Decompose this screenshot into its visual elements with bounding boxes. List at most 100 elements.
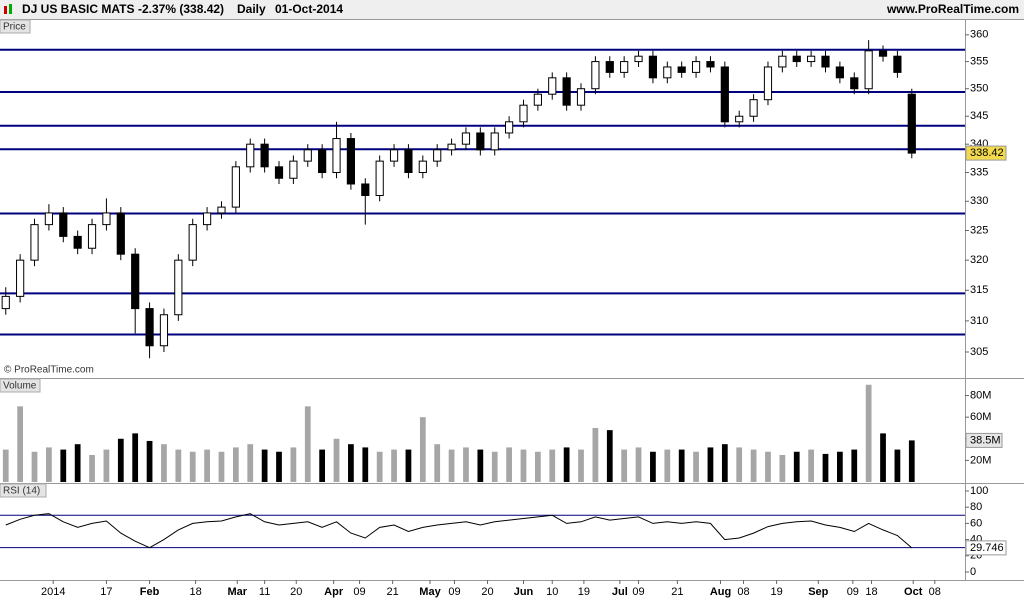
- volume-bar: [736, 447, 743, 482]
- volume-bar: [2, 449, 9, 482]
- candle-body: [131, 253, 140, 310]
- candle-body: [519, 104, 528, 123]
- candle-body: [691, 61, 701, 73]
- volume-bar: [808, 449, 814, 482]
- candle-body: [807, 55, 816, 63]
- date: 01-Oct-2014: [275, 2, 343, 16]
- last-value: 29.746: [970, 542, 1004, 554]
- candle-body: [878, 50, 888, 57]
- candle-body: [663, 66, 672, 79]
- candle-body: [763, 66, 773, 101]
- volume-bar: [606, 430, 613, 482]
- candle-body: [447, 143, 456, 151]
- candle-body: [102, 212, 111, 226]
- volume-bar: [46, 447, 52, 482]
- y-tick-label: 315: [970, 284, 988, 296]
- candle-body: [749, 99, 758, 117]
- volume-bar: [621, 449, 628, 482]
- candle-body: [389, 149, 399, 162]
- candle-body: [318, 149, 327, 174]
- x-tick-label: Mar: [228, 586, 248, 598]
- volume-bar: [103, 449, 110, 482]
- volume-bar: [362, 447, 369, 482]
- candle-body: [476, 132, 485, 151]
- candle-body: [375, 160, 384, 197]
- y-tick-label: 350: [970, 83, 988, 95]
- volume-bar: [578, 449, 584, 482]
- panel-label: Volume: [3, 381, 37, 392]
- candle-body: [202, 212, 212, 226]
- volume-bar: [189, 451, 196, 482]
- candle-body: [620, 61, 629, 73]
- volume-bar: [74, 444, 81, 482]
- y-tick-label: 355: [970, 55, 988, 67]
- y-tick-label: 100: [970, 485, 988, 497]
- candle-body: [821, 55, 830, 68]
- x-tick-label: 20: [290, 586, 302, 598]
- candle-body: [260, 143, 269, 168]
- volume-bar: [491, 451, 498, 482]
- candle-body: [346, 138, 356, 185]
- volume-bar: [304, 406, 311, 482]
- x-tick-label: Aug: [710, 586, 731, 598]
- candle-body: [648, 55, 658, 79]
- volume-bar: [721, 444, 728, 482]
- candle-body: [59, 212, 68, 237]
- icon: [4, 6, 7, 14]
- last-value-box: [965, 540, 1007, 556]
- candle-body: [116, 212, 125, 255]
- volume-bar: [865, 384, 872, 482]
- last-value-box: [965, 432, 1003, 448]
- panel-label: RSI (14): [3, 486, 40, 497]
- volume-bar: [146, 440, 153, 482]
- volume-bar: [822, 453, 829, 482]
- candle-body: [533, 93, 542, 106]
- candle-body: [30, 224, 39, 261]
- volume-bar: [693, 451, 699, 482]
- panel-label: Price: [3, 22, 26, 33]
- volume-bar: [89, 454, 95, 482]
- candle-body: [562, 77, 571, 106]
- candle-body: [418, 160, 427, 174]
- x-tick-label: 09: [448, 586, 460, 598]
- volume-bar: [17, 406, 24, 482]
- volume-bar: [31, 451, 38, 482]
- x-tick-label: 09: [847, 586, 859, 598]
- y-tick-label: 80: [970, 501, 982, 513]
- candle-body: [246, 143, 255, 168]
- volume-bar: [319, 449, 326, 482]
- x-tick-label: 08: [737, 586, 749, 598]
- volume-bar: [894, 449, 901, 482]
- y-tick-label: 20M: [970, 454, 991, 466]
- candle-body: [433, 149, 442, 162]
- volume-bar: [477, 449, 484, 482]
- x-tick-label: Jul: [612, 586, 628, 598]
- header-bar: [0, 0, 1024, 19]
- last-value-box: [965, 145, 1007, 161]
- volume-bar: [851, 449, 858, 482]
- volume-bar: [779, 454, 786, 482]
- x-tick-label: 09: [353, 586, 365, 598]
- volume-bar: [348, 444, 354, 482]
- volume-bar: [132, 433, 139, 482]
- x-tick-label: Apr: [324, 586, 344, 598]
- volume-bar: [707, 447, 714, 482]
- volume-bar: [276, 451, 282, 482]
- candle-body: [835, 66, 844, 79]
- y-tick-label: 60: [970, 517, 982, 529]
- candle-body: [792, 55, 801, 63]
- candle-body: [490, 132, 499, 151]
- x-tick-label: 19: [578, 586, 590, 598]
- candle-body: [591, 61, 600, 90]
- candle-body: [864, 50, 873, 90]
- volume-bar: [391, 449, 397, 482]
- rsi-line: [5, 513, 913, 549]
- volume-bar: [549, 449, 556, 482]
- candle-body: [548, 77, 557, 95]
- icon: [9, 4, 12, 14]
- candle-body: [634, 55, 643, 63]
- y-tick-label: 320: [970, 254, 988, 266]
- volume-bar: [506, 447, 512, 482]
